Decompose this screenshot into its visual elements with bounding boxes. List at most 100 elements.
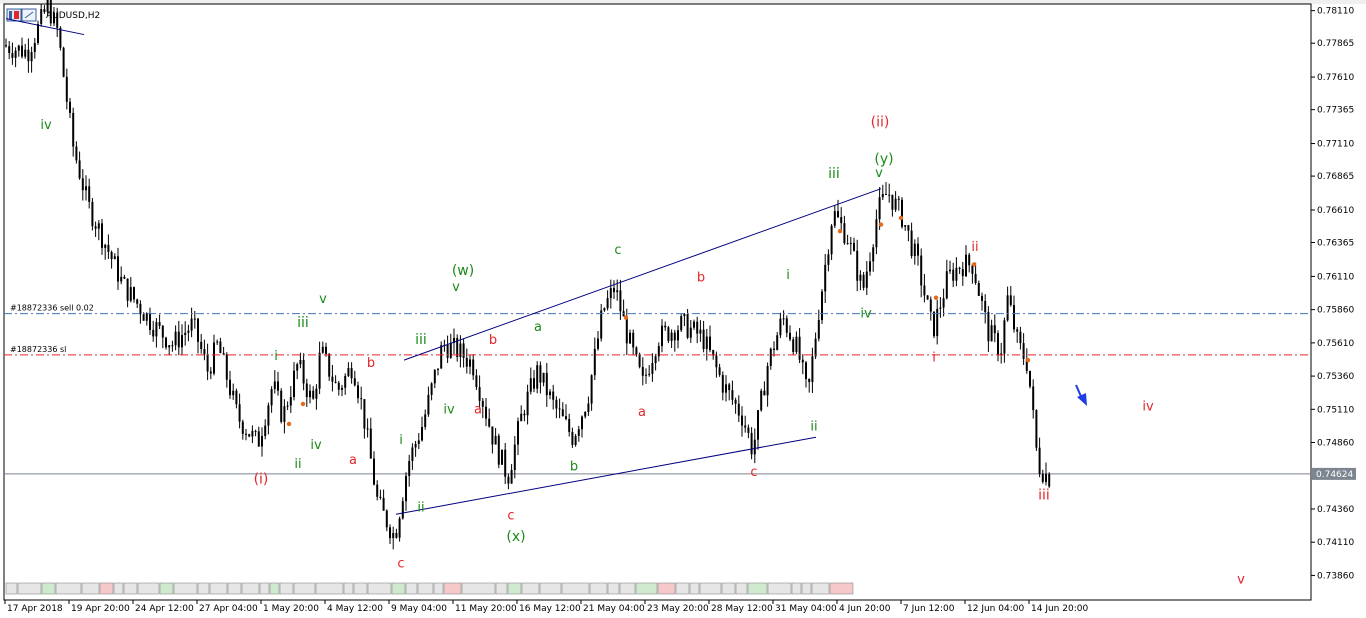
candle-body <box>872 247 875 262</box>
candle-body <box>33 42 36 53</box>
candle-body <box>21 45 23 57</box>
candle-body <box>469 359 471 367</box>
candle-body <box>481 400 484 407</box>
candle-body <box>488 418 491 427</box>
chart-window-icon-bar <box>9 11 12 19</box>
time-tick-box <box>99 582 114 595</box>
candle-body <box>907 225 910 231</box>
y-tick-label: 0.74360 <box>1317 505 1354 515</box>
candle-body <box>341 387 343 390</box>
candle-body <box>616 290 619 293</box>
candle-body <box>75 146 78 161</box>
candle-body <box>670 332 673 341</box>
candle-body <box>24 49 27 57</box>
candle-body <box>821 291 823 321</box>
candle-body <box>517 421 519 445</box>
candle-body <box>497 435 500 465</box>
candle-body <box>424 414 427 427</box>
candle-body <box>222 353 225 355</box>
wave-label: c <box>507 509 514 524</box>
candle-body <box>133 287 135 300</box>
time-tick-box <box>159 582 174 595</box>
time-tick-box <box>735 582 748 595</box>
candle-body <box>344 375 347 388</box>
candle-body <box>299 359 302 365</box>
x-tick-label: 12 Jun 04:00 <box>967 604 1024 614</box>
y-tick-label: 0.75360 <box>1317 372 1354 382</box>
candle-body <box>705 336 708 350</box>
y-tick-label: 0.75610 <box>1317 339 1354 349</box>
candle-body <box>878 197 881 220</box>
wave-label: iii <box>1038 488 1050 504</box>
time-tick-box <box>699 582 722 595</box>
candle-body <box>801 359 804 363</box>
candle-body <box>619 290 622 312</box>
candle-body <box>600 310 603 339</box>
candle-body <box>456 338 459 358</box>
candle-body <box>491 426 494 445</box>
candle-body <box>952 269 955 281</box>
time-tick-box <box>657 582 676 595</box>
candle-body <box>453 338 455 343</box>
candle-body <box>417 440 420 444</box>
time-tick-box <box>801 582 812 595</box>
candle-body <box>875 219 878 248</box>
trendline[interactable] <box>5 18 85 36</box>
candle-body <box>625 316 628 344</box>
wave-label: (ii) <box>871 114 890 130</box>
candle-body <box>382 498 385 511</box>
candle-body <box>37 24 39 43</box>
trendline[interactable] <box>403 188 882 361</box>
candle-body <box>289 397 292 406</box>
candle-body <box>1035 410 1038 448</box>
candle-body <box>542 372 545 383</box>
candle-body <box>161 325 164 338</box>
candle-body <box>392 532 395 539</box>
candle-body <box>94 226 97 229</box>
candle-body <box>69 101 71 113</box>
wave-label: iii <box>415 332 427 348</box>
time-tick-box <box>315 582 344 595</box>
candle-body <box>827 254 830 265</box>
wave-label: iv <box>860 307 872 322</box>
candle-body <box>459 343 462 358</box>
candle-body <box>648 373 651 375</box>
candle-body <box>549 391 551 396</box>
time-tick-box <box>405 582 418 595</box>
wave-label: iv <box>310 438 322 453</box>
candle-body <box>507 476 510 484</box>
candle-body <box>17 45 20 51</box>
candle-body <box>715 355 718 368</box>
candle-body <box>929 299 932 312</box>
candle-body <box>696 321 699 334</box>
x-axis: 17 Apr 2018 19 Apr 20:00 24 Apr 12:00 27 Ap… <box>4 600 1088 614</box>
candle-body <box>1048 474 1051 487</box>
candle-body <box>523 413 526 416</box>
time-tick-box <box>137 582 160 595</box>
time-tick-box <box>721 582 736 595</box>
candle-body <box>571 431 574 445</box>
candle-body <box>552 391 555 400</box>
candle-body <box>689 327 692 338</box>
candle-body <box>347 368 350 376</box>
candle-body <box>113 256 116 260</box>
y-tick-label: 0.77610 <box>1317 73 1354 83</box>
candle-body <box>747 427 750 433</box>
wave-label: v <box>875 166 883 181</box>
trade-marker-icon <box>623 315 629 320</box>
wave-label: b <box>367 356 375 371</box>
trendline[interactable] <box>395 436 817 515</box>
time-tick-box <box>293 582 316 595</box>
candle-body <box>59 27 62 48</box>
time-tick-box <box>227 582 242 595</box>
wave-label: iii <box>828 166 840 182</box>
chart-type-icon-line <box>24 11 34 19</box>
candle-body <box>757 410 759 440</box>
candle-body <box>5 45 7 47</box>
candle-body <box>165 337 167 348</box>
candle-body <box>139 303 142 315</box>
candle-body <box>405 476 407 502</box>
candle-body <box>846 243 849 245</box>
candle-body <box>184 332 187 336</box>
